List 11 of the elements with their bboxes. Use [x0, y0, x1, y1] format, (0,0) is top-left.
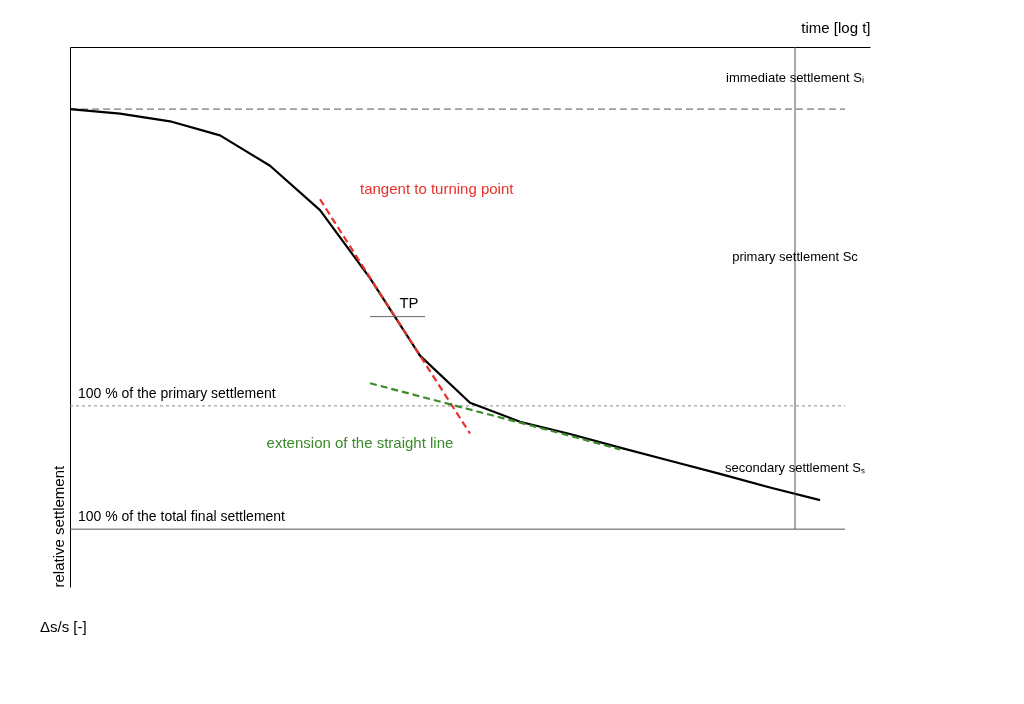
text: Δs/s [-]: [40, 618, 87, 635]
ref-line-label: 100 % of the primary settlement: [78, 384, 276, 401]
annotation: TP: [399, 293, 419, 311]
annotation: primary settlement Sc: [732, 249, 859, 265]
annotation: secondary settlement Sₛ: [725, 459, 865, 475]
series-label: extension of the straight line: [266, 434, 454, 452]
y-axis-title: relative settlement: [49, 464, 67, 588]
ref-line-label: 100 % of the total final settlement: [78, 508, 286, 525]
annotation: immediate settlement Sᵢ: [726, 70, 864, 86]
x-axis-title: time [log t]: [801, 18, 871, 36]
text: tangent to turning point: [360, 180, 515, 198]
